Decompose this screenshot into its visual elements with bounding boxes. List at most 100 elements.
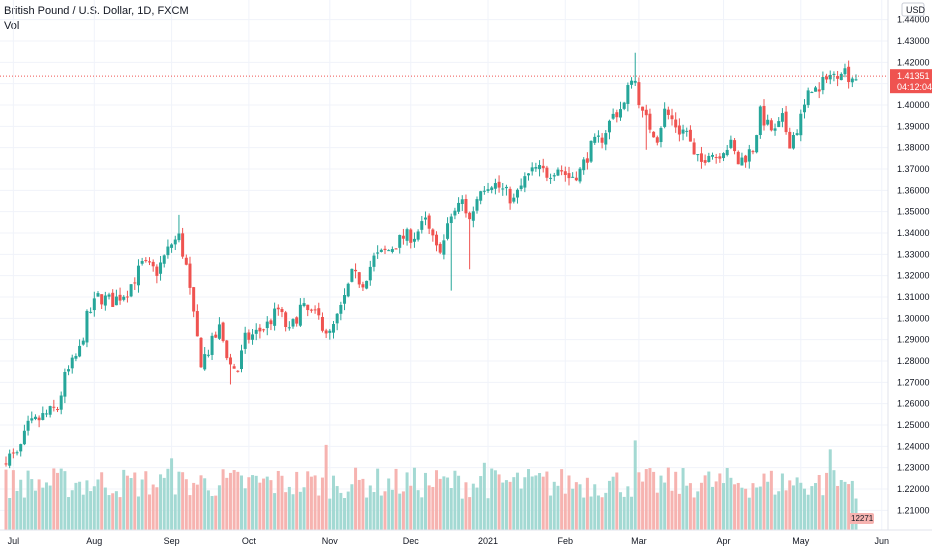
candle-body[interactable] xyxy=(677,125,681,135)
candle-body[interactable] xyxy=(162,255,166,264)
candle-body[interactable] xyxy=(519,185,523,189)
candle-body[interactable] xyxy=(181,233,185,257)
candle-body[interactable] xyxy=(482,190,486,192)
candle-body[interactable] xyxy=(243,332,247,349)
candle-body[interactable] xyxy=(129,284,133,297)
candle-body[interactable] xyxy=(331,324,335,333)
candle-body[interactable] xyxy=(26,420,30,431)
candle-body[interactable] xyxy=(320,317,324,331)
candle-body[interactable] xyxy=(449,216,453,224)
candle-body[interactable] xyxy=(464,199,468,214)
candle-body[interactable] xyxy=(836,75,840,79)
candle-body[interactable] xyxy=(239,350,243,370)
candle-body[interactable] xyxy=(832,73,836,75)
candle-body[interactable] xyxy=(560,170,564,172)
candle-body[interactable] xyxy=(41,413,45,420)
candle-body[interactable] xyxy=(114,296,118,306)
candle-body[interactable] xyxy=(280,308,284,313)
candle-body[interactable] xyxy=(784,111,788,133)
candle-body[interactable] xyxy=(214,334,218,338)
candle-body[interactable] xyxy=(791,135,795,149)
candle-body[interactable] xyxy=(92,298,96,311)
candle-body[interactable] xyxy=(254,329,258,334)
candle-body[interactable] xyxy=(22,430,26,445)
candle-body[interactable] xyxy=(674,119,678,128)
candle-body[interactable] xyxy=(63,371,67,397)
candle-body[interactable] xyxy=(703,160,707,163)
candle-body[interactable] xyxy=(766,119,770,125)
candle-body[interactable] xyxy=(52,406,56,408)
candle-body[interactable] xyxy=(89,311,93,313)
candle-body[interactable] xyxy=(273,308,277,326)
candle-body[interactable] xyxy=(523,176,527,188)
candle-body[interactable] xyxy=(718,156,722,159)
candle-body[interactable] xyxy=(630,80,634,85)
candle-body[interactable] xyxy=(19,444,23,452)
candle-body[interactable] xyxy=(48,406,52,415)
candle-body[interactable] xyxy=(688,129,692,142)
candle-body[interactable] xyxy=(740,157,744,166)
candle-body[interactable] xyxy=(685,130,689,132)
candle-body[interactable] xyxy=(298,304,302,326)
candle-body[interactable] xyxy=(409,229,413,243)
candle-body[interactable] xyxy=(328,330,332,333)
candle-body[interactable] xyxy=(530,167,534,172)
candle-body[interactable] xyxy=(309,309,313,311)
candle-body[interactable] xyxy=(744,155,748,163)
candle-body[interactable] xyxy=(133,282,137,284)
candle-body[interactable] xyxy=(258,327,262,332)
candle-body[interactable] xyxy=(585,158,589,163)
candle-body[interactable] xyxy=(814,87,818,92)
symbol-title[interactable]: British Pound / U.S. Dollar, 1D, FXCM xyxy=(4,5,189,17)
candle-body[interactable] xyxy=(335,313,339,324)
candle-body[interactable] xyxy=(652,131,656,138)
candle-body[interactable] xyxy=(501,188,505,190)
candle-body[interactable] xyxy=(729,139,733,148)
candle-body[interactable] xyxy=(479,191,483,201)
candle-body[interactable] xyxy=(78,345,82,357)
candle-body[interactable] xyxy=(762,105,766,126)
candle-body[interactable] xyxy=(173,239,177,245)
candle-body[interactable] xyxy=(633,80,637,83)
candle-body[interactable] xyxy=(637,82,641,106)
candle-body[interactable] xyxy=(571,176,575,178)
candle-body[interactable] xyxy=(368,266,372,281)
candle-body[interactable] xyxy=(655,137,659,143)
candle-body[interactable] xyxy=(236,370,240,372)
candle-body[interactable] xyxy=(648,113,652,130)
candle-body[interactable] xyxy=(670,115,674,120)
candle-body[interactable] xyxy=(306,304,310,311)
currency-box[interactable] xyxy=(901,2,925,17)
candle-body[interactable] xyxy=(769,120,773,131)
candle-body[interactable] xyxy=(398,234,402,248)
candle-body[interactable] xyxy=(626,85,630,104)
candle-body[interactable] xyxy=(416,231,420,240)
candle-body[interactable] xyxy=(354,269,358,272)
candle-body[interactable] xyxy=(725,149,729,156)
candle-body[interactable] xyxy=(195,311,199,337)
candle-body[interactable] xyxy=(291,319,295,327)
candle-body[interactable] xyxy=(111,292,115,307)
candle-body[interactable] xyxy=(232,366,236,369)
candle-body[interactable] xyxy=(615,112,619,118)
candle-body[interactable] xyxy=(582,159,586,171)
candle-body[interactable] xyxy=(221,322,225,341)
candle-body[interactable] xyxy=(107,294,111,297)
candle-body[interactable] xyxy=(471,211,475,221)
candle-body[interactable] xyxy=(262,329,266,331)
candle-body[interactable] xyxy=(810,92,814,94)
candle-body[interactable] xyxy=(515,189,519,198)
candle-body[interactable] xyxy=(641,106,645,111)
candle-body[interactable] xyxy=(578,168,582,182)
candle-body[interactable] xyxy=(103,295,107,306)
candle-body[interactable] xyxy=(401,235,405,239)
candle-body[interactable] xyxy=(44,413,48,415)
candle-body[interactable] xyxy=(287,327,291,329)
candle-body[interactable] xyxy=(247,332,251,340)
candle-body[interactable] xyxy=(527,173,531,176)
candle-body[interactable] xyxy=(365,280,369,289)
candle-body[interactable] xyxy=(847,66,851,83)
candle-body[interactable] xyxy=(589,140,593,162)
candle-body[interactable] xyxy=(30,418,34,421)
